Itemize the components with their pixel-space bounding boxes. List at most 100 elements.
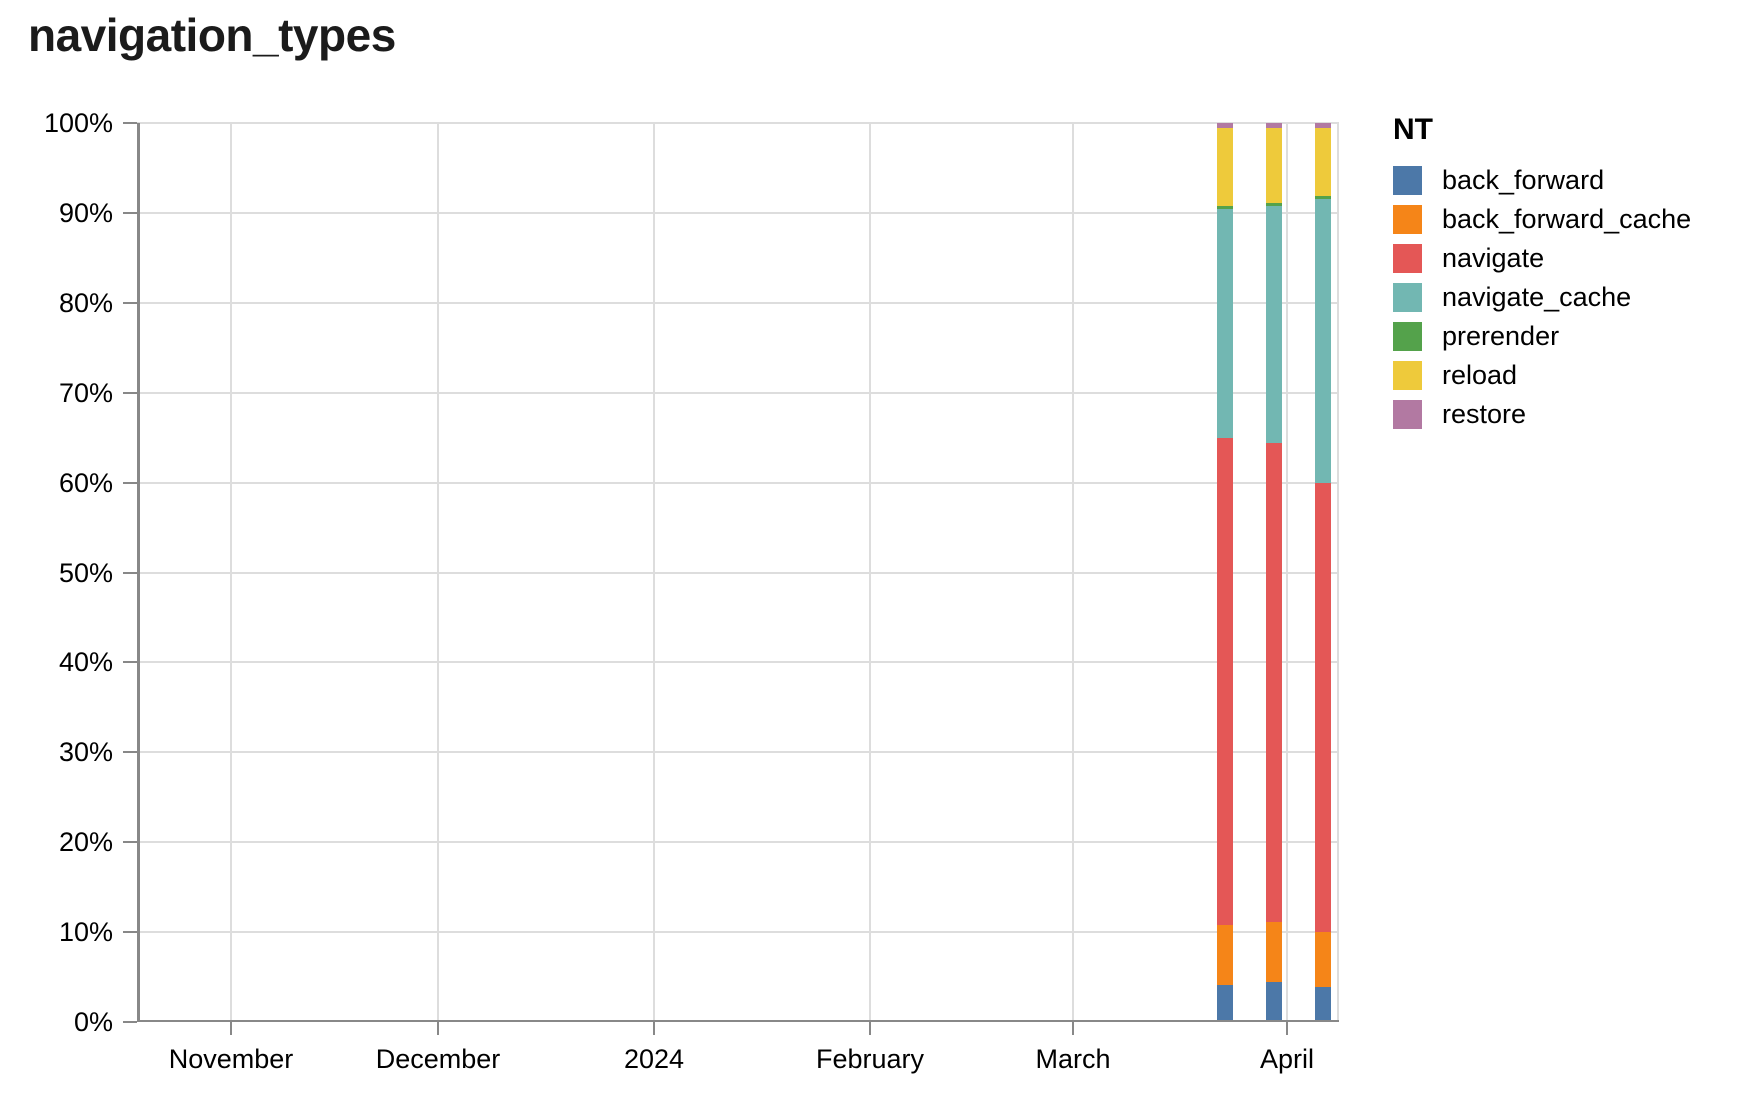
- y-gridline: [137, 931, 1339, 934]
- bar-segment-back_forward_cache[interactable]: [1315, 932, 1331, 987]
- legend-swatch-navigate: [1393, 244, 1422, 273]
- x-tick-label: 2024: [623, 1044, 685, 1074]
- bar-segment-navigate[interactable]: [1266, 443, 1282, 923]
- bar-segment-reload[interactable]: [1217, 127, 1233, 206]
- y-tick-label: 20%: [58, 827, 113, 858]
- legend-item-navigate: navigate: [1393, 244, 1691, 273]
- y-gridline: [137, 481, 1339, 484]
- legend-item-back_forward_cache: back_forward_cache: [1393, 205, 1691, 234]
- bar-segment-prerender[interactable]: [1266, 203, 1282, 206]
- x-tick: [653, 1022, 655, 1035]
- legend-swatch-restore: [1393, 400, 1422, 429]
- y-tick-label: 40%: [58, 647, 113, 678]
- y-gridline: [137, 751, 1339, 754]
- y-tick: [123, 841, 137, 844]
- legend-swatch-prerender: [1393, 322, 1422, 351]
- bar-segment-navigate[interactable]: [1315, 482, 1331, 933]
- legend-item-label: reload: [1442, 360, 1518, 390]
- bar-segment-back_forward[interactable]: [1315, 986, 1331, 1022]
- x-tick: [869, 1022, 871, 1035]
- legend-item-label: back_forward_cache: [1442, 204, 1692, 234]
- bar-segment-navigate_cache[interactable]: [1217, 209, 1233, 438]
- y-gridline: [137, 122, 1339, 124]
- bar-segment-back_forward[interactable]: [1266, 982, 1282, 1022]
- bar-segment-back_forward[interactable]: [1217, 985, 1233, 1022]
- plot-area: 0% 10% 20% 30% 40% 50% 60% 70% 80% 90% 100% Novembe…: [44, 108, 1339, 1074]
- legend-item-navigate_cache: navigate_cache: [1393, 283, 1691, 312]
- legend-swatch-reload: [1393, 361, 1422, 390]
- bar-segment-restore[interactable]: [1217, 123, 1233, 128]
- y-gridline: [137, 301, 1339, 304]
- y-tick: [123, 122, 137, 124]
- legend-item-label: prerender: [1442, 321, 1560, 351]
- y-tick-label: 0%: [73, 1007, 113, 1037]
- bar-segment-restore[interactable]: [1315, 123, 1331, 128]
- y-tick-label: 70%: [58, 377, 113, 408]
- legend-title: NT: [1393, 113, 1433, 146]
- bar-segment-navigate_cache[interactable]: [1315, 198, 1331, 483]
- legend-item-label: navigate: [1442, 243, 1545, 273]
- y-gridline: [137, 391, 1339, 394]
- x-gridline: [1286, 123, 1288, 1022]
- bar-segment-reload[interactable]: [1315, 127, 1331, 196]
- x-tick-label: February: [815, 1044, 925, 1074]
- bar-segment-prerender[interactable]: [1315, 195, 1331, 199]
- bar[interactable]: [1315, 123, 1331, 1022]
- legend-items: back_forward back_forward_cache navigate na…: [1393, 166, 1691, 429]
- x-tick-label: April: [1259, 1044, 1314, 1074]
- legend-swatch-navigate_cache: [1393, 283, 1422, 312]
- bar-segment-navigate[interactable]: [1217, 437, 1233, 925]
- bar[interactable]: [1266, 123, 1282, 1022]
- y-tick: [123, 751, 137, 754]
- y-tick: [123, 1021, 137, 1023]
- y-axis-line: [137, 123, 140, 1022]
- y-tick: [123, 391, 137, 394]
- x-gridline: [437, 123, 439, 1022]
- y-tick-label: 30%: [58, 737, 113, 768]
- legend-item-restore: restore: [1393, 400, 1691, 429]
- y-gridline: [137, 661, 1339, 664]
- legend-swatch-back_forward: [1393, 166, 1422, 195]
- y-tick: [123, 571, 137, 574]
- x-gridline: [230, 123, 232, 1022]
- y-tick: [123, 481, 137, 484]
- y-gridline: [137, 841, 1339, 844]
- y-tick: [123, 211, 137, 214]
- y-tick: [123, 301, 137, 304]
- y-gridline: [137, 211, 1339, 214]
- legend-swatch-back_forward_cache: [1393, 205, 1422, 234]
- x-tick-label: November: [168, 1044, 294, 1074]
- y-tick-label: 90%: [58, 197, 113, 228]
- bar[interactable]: [1217, 123, 1233, 1022]
- legend-item-label: restore: [1442, 399, 1527, 429]
- legend-item-back_forward: back_forward: [1393, 166, 1691, 195]
- y-gridline: [137, 571, 1339, 574]
- bar-segment-navigate_cache[interactable]: [1266, 205, 1282, 444]
- legend-item-label: back_forward: [1442, 165, 1605, 195]
- legend-item-prerender: prerender: [1393, 322, 1691, 351]
- bar-segment-restore[interactable]: [1266, 123, 1282, 128]
- y-tick: [123, 931, 137, 934]
- bar-segment-back_forward_cache[interactable]: [1217, 924, 1233, 986]
- legend-item-label: navigate_cache: [1442, 282, 1632, 312]
- y-tick-label: 100%: [43, 108, 113, 138]
- x-tick-label: December: [375, 1044, 501, 1074]
- y-tick-label: 50%: [58, 557, 113, 588]
- bar-segment-reload[interactable]: [1266, 127, 1282, 204]
- x-tick: [1286, 1022, 1288, 1035]
- x-tick-label: March: [1035, 1044, 1111, 1074]
- bar-segment-back_forward_cache[interactable]: [1266, 922, 1282, 983]
- bar-segment-prerender[interactable]: [1217, 205, 1233, 210]
- x-domain-end-gridline: [1337, 123, 1339, 1022]
- x-tick: [437, 1022, 439, 1035]
- x-tick: [1072, 1022, 1074, 1035]
- x-gridline: [869, 123, 871, 1022]
- y-tick-label: 60%: [58, 467, 113, 498]
- x-gridline: [1072, 123, 1074, 1022]
- y-tick: [123, 661, 137, 664]
- x-tick: [230, 1022, 232, 1035]
- x-axis-line: [137, 1019, 1339, 1022]
- y-tick-label: 10%: [58, 917, 113, 948]
